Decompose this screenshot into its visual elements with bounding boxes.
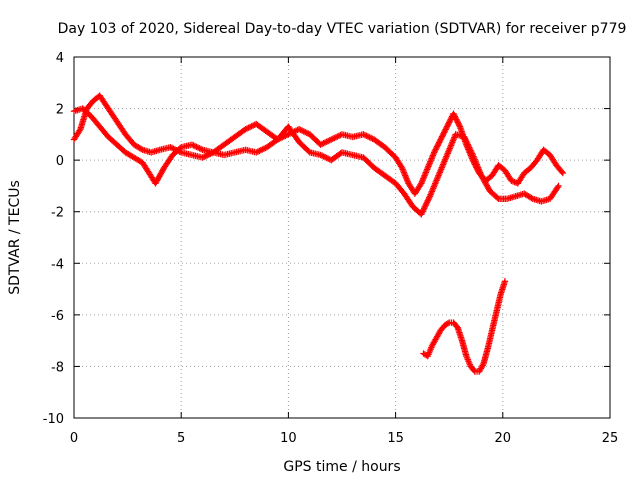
data-point: [452, 114, 459, 122]
y-tick-label: -6: [51, 309, 64, 324]
chart-title: Day 103 of 2020, Sidereal Day-to-day VTE…: [58, 21, 627, 37]
data-point: [444, 121, 451, 129]
data-point: [446, 119, 453, 126]
data-point: [433, 143, 441, 150]
y-tick-label: -4: [51, 257, 64, 272]
data-point: [559, 169, 567, 177]
data-point: [441, 127, 449, 135]
data-point: [433, 144, 440, 152]
plot-frame: [73, 56, 611, 419]
data-point: [453, 117, 461, 125]
data-point: [442, 126, 449, 133]
data-point: [437, 136, 444, 143]
data-point: [436, 137, 444, 145]
data-point: [451, 113, 459, 120]
data-point: [447, 116, 454, 123]
data-marks: [70, 92, 567, 375]
axis-ticks: 0 5 10 15 20 25 -10 -8 -6 -4 -2 0 2 4: [43, 51, 619, 446]
data-point: [439, 132, 446, 139]
y-tick-label: 2: [56, 103, 64, 118]
grid: [74, 57, 610, 418]
y-tick-label: -8: [51, 360, 64, 375]
data-point: [440, 129, 448, 136]
data-point: [438, 133, 446, 140]
data-point: [431, 147, 439, 155]
data-point: [432, 146, 439, 153]
x-axis-label: GPS time / hours: [283, 459, 400, 475]
y-tick-label: -2: [51, 206, 64, 221]
data-point: [444, 320, 451, 327]
data-point: [554, 184, 561, 191]
data-point: [456, 121, 463, 129]
data-point: [430, 149, 438, 156]
data-point: [455, 120, 462, 127]
x-tick-label: 20: [495, 431, 512, 446]
data-point: [434, 142, 441, 149]
data-point: [435, 140, 442, 148]
y-tick-label: 4: [56, 51, 64, 66]
data-point: [451, 111, 458, 119]
data-point: [443, 124, 450, 132]
data-point: [450, 110, 457, 117]
data-point: [494, 194, 501, 201]
data-point: [445, 120, 452, 127]
data-point: [435, 139, 443, 146]
data-point: [76, 127, 83, 134]
data-point: [438, 134, 445, 142]
data-point: [501, 278, 509, 285]
x-tick-label: 5: [177, 431, 185, 446]
data-point: [453, 116, 460, 123]
x-tick-label: 25: [602, 431, 619, 446]
x-tick-label: 15: [387, 431, 404, 446]
y-axis-label: SDTVAR / TECUs: [7, 180, 23, 295]
data-point: [440, 130, 447, 137]
data-point: [555, 182, 562, 190]
data-point: [470, 367, 478, 374]
data-point: [454, 119, 461, 126]
y-tick-label: 0: [56, 154, 64, 169]
data-point: [137, 145, 145, 153]
x-tick-label: 0: [70, 431, 78, 446]
x-tick-label: 10: [280, 431, 297, 446]
y-tick-label: -10: [43, 412, 64, 427]
data-point: [443, 123, 451, 130]
data-point: [558, 168, 565, 175]
data-point: [528, 194, 535, 202]
data-point: [446, 117, 454, 125]
